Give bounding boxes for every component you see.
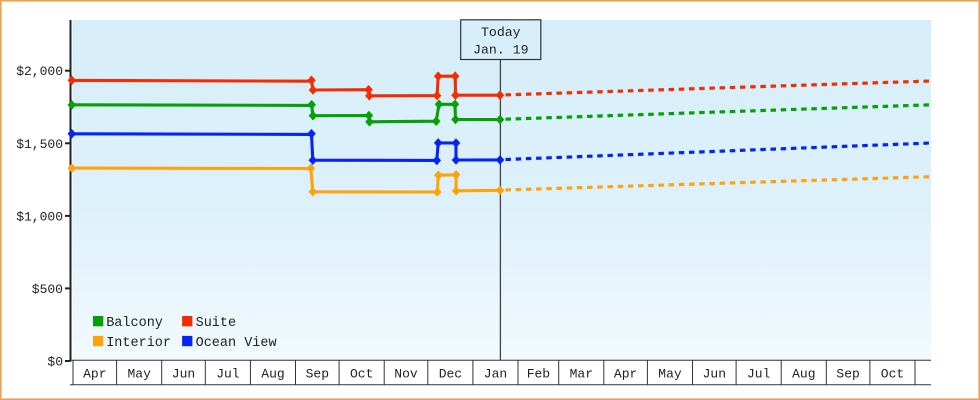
svg-text:Jan: Jan xyxy=(484,367,507,382)
svg-text:May: May xyxy=(658,367,682,382)
svg-text:Jan. 19: Jan. 19 xyxy=(473,42,528,57)
svg-text:Nov: Nov xyxy=(394,367,418,382)
svg-text:Sep: Sep xyxy=(836,367,859,382)
svg-text:Apr: Apr xyxy=(83,367,106,382)
svg-text:Sep: Sep xyxy=(306,367,329,382)
svg-text:$500: $500 xyxy=(32,282,63,297)
svg-text:Oct: Oct xyxy=(881,367,904,382)
svg-text:Oct: Oct xyxy=(350,367,373,382)
svg-text:Apr: Apr xyxy=(614,367,637,382)
svg-text:Balcony: Balcony xyxy=(106,316,163,331)
svg-text:Jul: Jul xyxy=(747,367,771,382)
svg-text:$1,000: $1,000 xyxy=(16,209,63,224)
svg-text:Aug: Aug xyxy=(792,367,815,382)
svg-text:$2,000: $2,000 xyxy=(16,64,63,79)
svg-text:Mar: Mar xyxy=(570,367,593,382)
svg-text:Feb: Feb xyxy=(527,367,550,382)
svg-text:Dec: Dec xyxy=(439,367,462,382)
svg-text:$0: $0 xyxy=(47,355,63,370)
svg-text:$1,500: $1,500 xyxy=(16,137,63,152)
svg-text:May: May xyxy=(127,367,151,382)
svg-text:Jun: Jun xyxy=(172,367,195,382)
svg-text:Suite: Suite xyxy=(196,316,237,331)
svg-text:Jul: Jul xyxy=(216,367,240,382)
svg-text:Aug: Aug xyxy=(261,367,284,382)
svg-text:Interior: Interior xyxy=(106,336,171,351)
svg-text:Jun: Jun xyxy=(703,367,726,382)
svg-text:Ocean View: Ocean View xyxy=(196,336,277,351)
svg-text:Today: Today xyxy=(481,25,521,40)
